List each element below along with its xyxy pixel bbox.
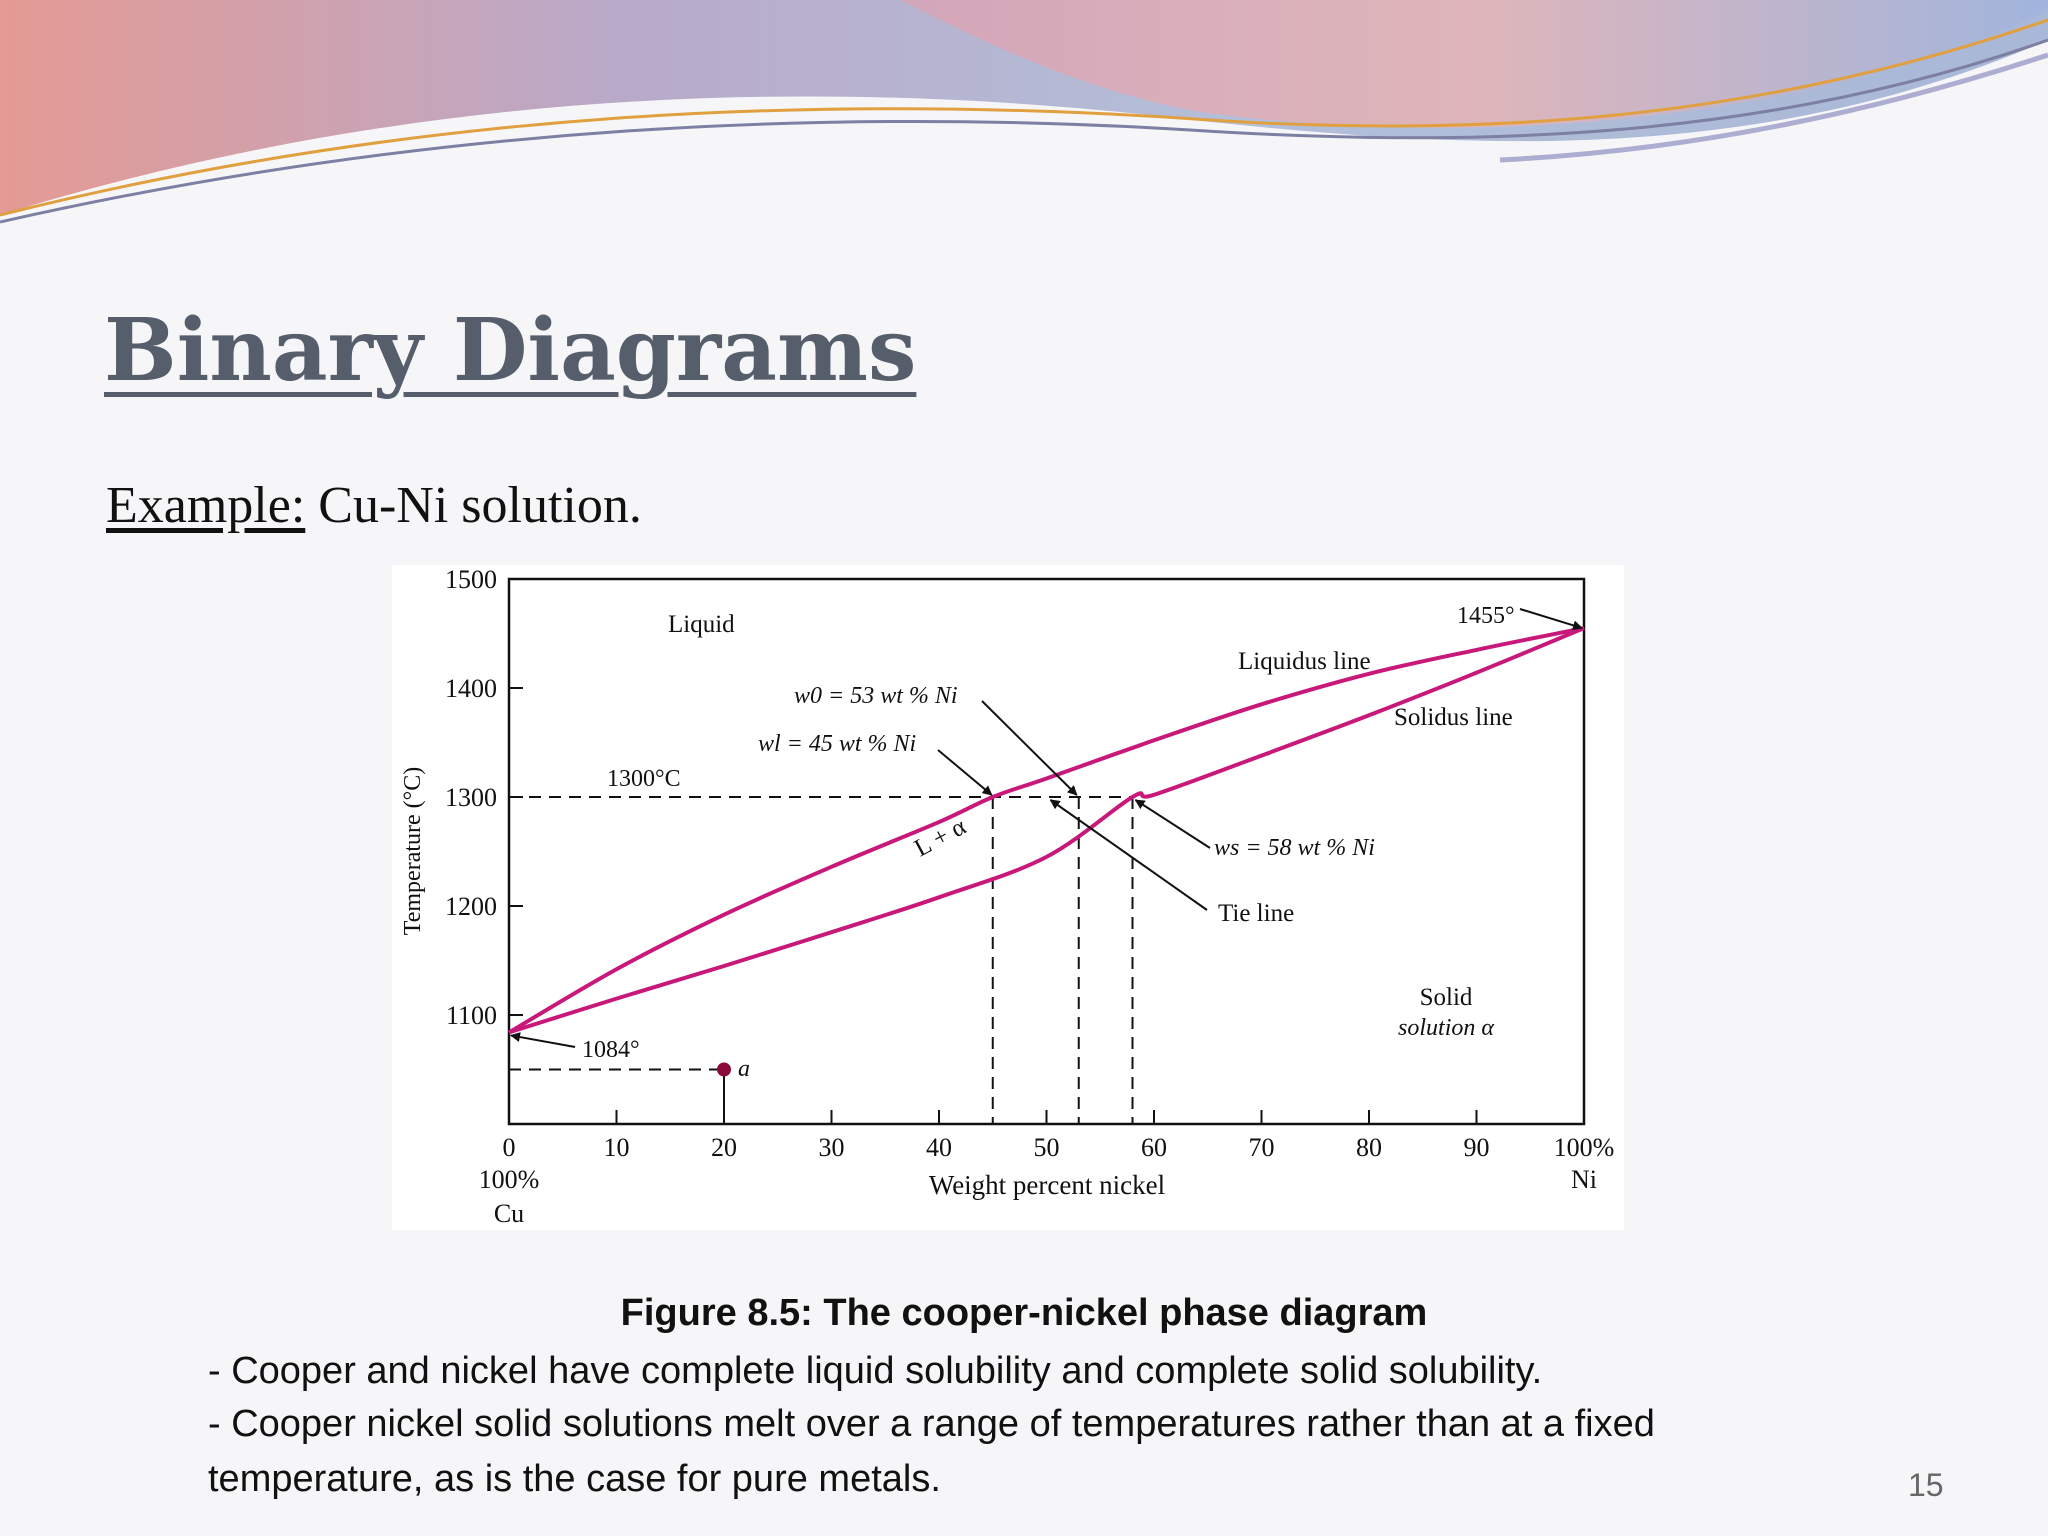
arrow-wl: [937, 749, 993, 796]
y-tick-label: 1500: [445, 565, 497, 594]
y-tick-label: 1400: [445, 674, 497, 703]
example-label: Example:: [106, 477, 306, 534]
y-tick-label: 1200: [445, 892, 497, 921]
liquidus-line: [507, 626, 1585, 1035]
x-tick-label: 40: [926, 1133, 952, 1162]
y-axis-label: Temperature (°C): [400, 767, 426, 936]
point-a-marker: [717, 1062, 731, 1077]
solid-region-label-1: Solid: [1420, 984, 1473, 1011]
solid-region-label-2: solution α: [1398, 1015, 1494, 1041]
x-end-label-left-1: 100%: [479, 1165, 540, 1194]
x-tick-label: 100%: [1554, 1133, 1615, 1162]
bullet-1: - Cooper and nickel have complete liquid…: [208, 1350, 1543, 1392]
arrow-tie-line: [1049, 799, 1208, 911]
arrow-w0: [981, 700, 1078, 796]
x-tick-label: 70: [1249, 1133, 1275, 1162]
x-tick-label: 50: [1034, 1133, 1060, 1162]
x-tick-label: 60: [1141, 1133, 1167, 1162]
bullet-2-continued: temperature, as is the case for pure met…: [208, 1458, 941, 1500]
slide-title: Binary Diagrams: [104, 300, 917, 401]
x-tick-label: 10: [604, 1133, 630, 1162]
point-a-label: a: [738, 1056, 750, 1082]
x-axis-label: Weight percent nickel: [929, 1170, 1165, 1200]
example-line: Example: Cu-Ni solution.: [106, 476, 642, 535]
example-text: Cu-Ni solution.: [305, 477, 642, 534]
wl-label: wl = 45 wt % Ni: [758, 731, 916, 757]
bullet-2: - Cooper nickel solid solutions melt ove…: [208, 1403, 1655, 1445]
x-tick-label: 20: [711, 1133, 737, 1162]
phase-diagram-panel: 0 10 20 30 40 50 60 70 80 90 100% 1100 1200 1300 1400…: [392, 565, 1624, 1230]
page-number: 15: [1908, 1467, 1944, 1503]
figure-caption: Figure 8.5: The cooper-nickel phase diag…: [620, 1292, 1428, 1334]
arrow-ws: [1134, 799, 1211, 849]
ws-label: ws = 58 wt % Ni: [1214, 835, 1375, 861]
liquid-region-label: Liquid: [668, 611, 735, 638]
w0-label: w0 = 53 wt % Ni: [794, 683, 958, 709]
temp-1300-label: 1300°C: [607, 766, 681, 792]
arrow-1455: [1519, 608, 1583, 631]
melting-point-cu-label: 1084°: [582, 1037, 640, 1063]
solidus-line-label: Solidus line: [1394, 704, 1513, 731]
cu-ni-phase-diagram: 0 10 20 30 40 50 60 70 80 90 100% 1100 1200 1300 1400…: [400, 565, 1615, 1228]
melting-point-ni-label: 1455°: [1457, 603, 1515, 629]
tie-line-label: Tie line: [1218, 900, 1294, 927]
solidus-line: [508, 626, 1585, 1035]
liquidus-line-label: Liquidus line: [1238, 648, 1371, 675]
x-end-label-left-2: Cu: [494, 1199, 524, 1228]
x-tick-label: 30: [819, 1133, 845, 1162]
x-end-label-right: Ni: [1571, 1165, 1597, 1194]
y-tick-label: 1300: [445, 783, 497, 812]
x-tick-label: 0: [503, 1133, 516, 1162]
x-tick-label: 80: [1356, 1133, 1382, 1162]
header-wave-banner: [0, 0, 2048, 240]
y-tick-label: 1100: [446, 1001, 497, 1030]
x-tick-label: 90: [1464, 1133, 1490, 1162]
arrow-1084: [510, 1032, 576, 1048]
